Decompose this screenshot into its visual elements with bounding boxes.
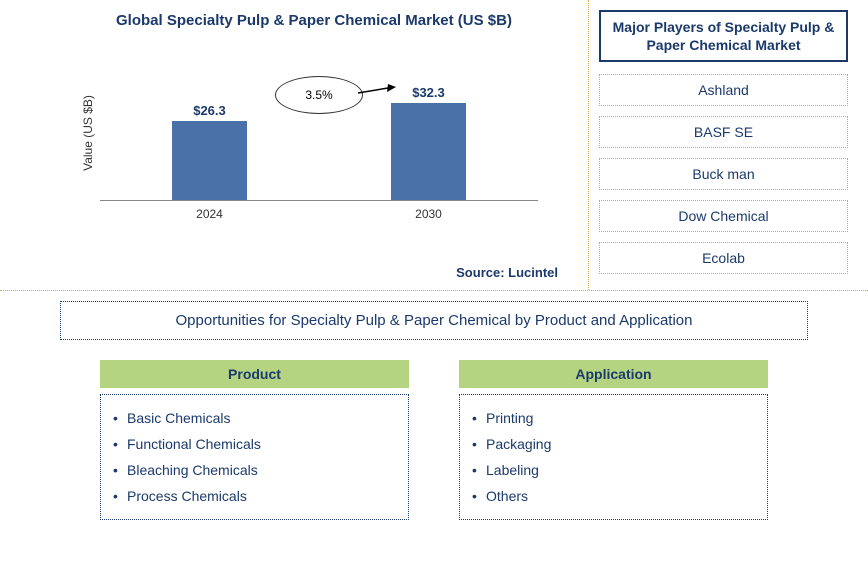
bar-0 xyxy=(172,121,247,200)
player-item-3: Dow Chemical xyxy=(599,200,848,232)
x-label-1: 2030 xyxy=(379,207,479,221)
application-list: Printing Packaging Labeling Others xyxy=(459,394,768,520)
infographic-container: Global Specialty Pulp & Paper Chemical M… xyxy=(0,0,868,585)
players-area: Major Players of Specialty Pulp & Paper … xyxy=(588,0,868,290)
application-header: Application xyxy=(459,360,768,388)
bar-value-1: $32.3 xyxy=(412,85,445,100)
arrow-icon xyxy=(358,84,396,102)
bar-1 xyxy=(391,103,466,200)
chart-plot: Value (US $B) 3.5% $26.3 xyxy=(100,61,538,221)
product-column: Product Basic Chemicals Functional Chemi… xyxy=(100,360,409,520)
growth-rate-value: 3.5% xyxy=(305,88,332,102)
bar-group-1: $32.3 xyxy=(379,85,479,200)
x-label-0: 2024 xyxy=(160,207,260,221)
application-item-1: Packaging xyxy=(472,431,755,457)
application-column: Application Printing Packaging Labeling … xyxy=(459,360,768,520)
players-header: Major Players of Specialty Pulp & Paper … xyxy=(599,10,848,62)
player-item-4: Ecolab xyxy=(599,242,848,274)
bottom-section: Opportunities for Specialty Pulp & Paper… xyxy=(0,290,868,535)
product-item-3: Process Chemicals xyxy=(113,483,396,509)
player-item-2: Buck man xyxy=(599,158,848,190)
x-axis-labels: 2024 2030 xyxy=(100,207,538,221)
product-list: Basic Chemicals Functional Chemicals Ble… xyxy=(100,394,409,520)
application-item-3: Others xyxy=(472,483,755,509)
chart-title: Global Specialty Pulp & Paper Chemical M… xyxy=(60,10,568,31)
y-axis-label: Value (US $B) xyxy=(81,95,95,171)
bar-group-0: $26.3 xyxy=(160,103,260,200)
application-item-0: Printing xyxy=(472,405,755,431)
application-item-2: Labeling xyxy=(472,457,755,483)
product-header: Product xyxy=(100,360,409,388)
product-item-0: Basic Chemicals xyxy=(113,405,396,431)
source-text: Source: Lucintel xyxy=(456,265,558,280)
growth-indicator: 3.5% xyxy=(275,76,363,114)
opportunities-header: Opportunities for Specialty Pulp & Paper… xyxy=(60,301,808,340)
player-item-0: Ashland xyxy=(599,74,848,106)
product-item-2: Bleaching Chemicals xyxy=(113,457,396,483)
top-section: Global Specialty Pulp & Paper Chemical M… xyxy=(0,0,868,290)
bar-value-0: $26.3 xyxy=(193,103,226,118)
bars-container: 3.5% $26.3 $32.3 xyxy=(100,81,538,201)
growth-rate-ellipse: 3.5% xyxy=(275,76,363,114)
product-item-1: Functional Chemicals xyxy=(113,431,396,457)
categories-row: Product Basic Chemicals Functional Chemi… xyxy=(60,360,808,520)
chart-area: Global Specialty Pulp & Paper Chemical M… xyxy=(0,0,588,290)
player-item-1: BASF SE xyxy=(599,116,848,148)
